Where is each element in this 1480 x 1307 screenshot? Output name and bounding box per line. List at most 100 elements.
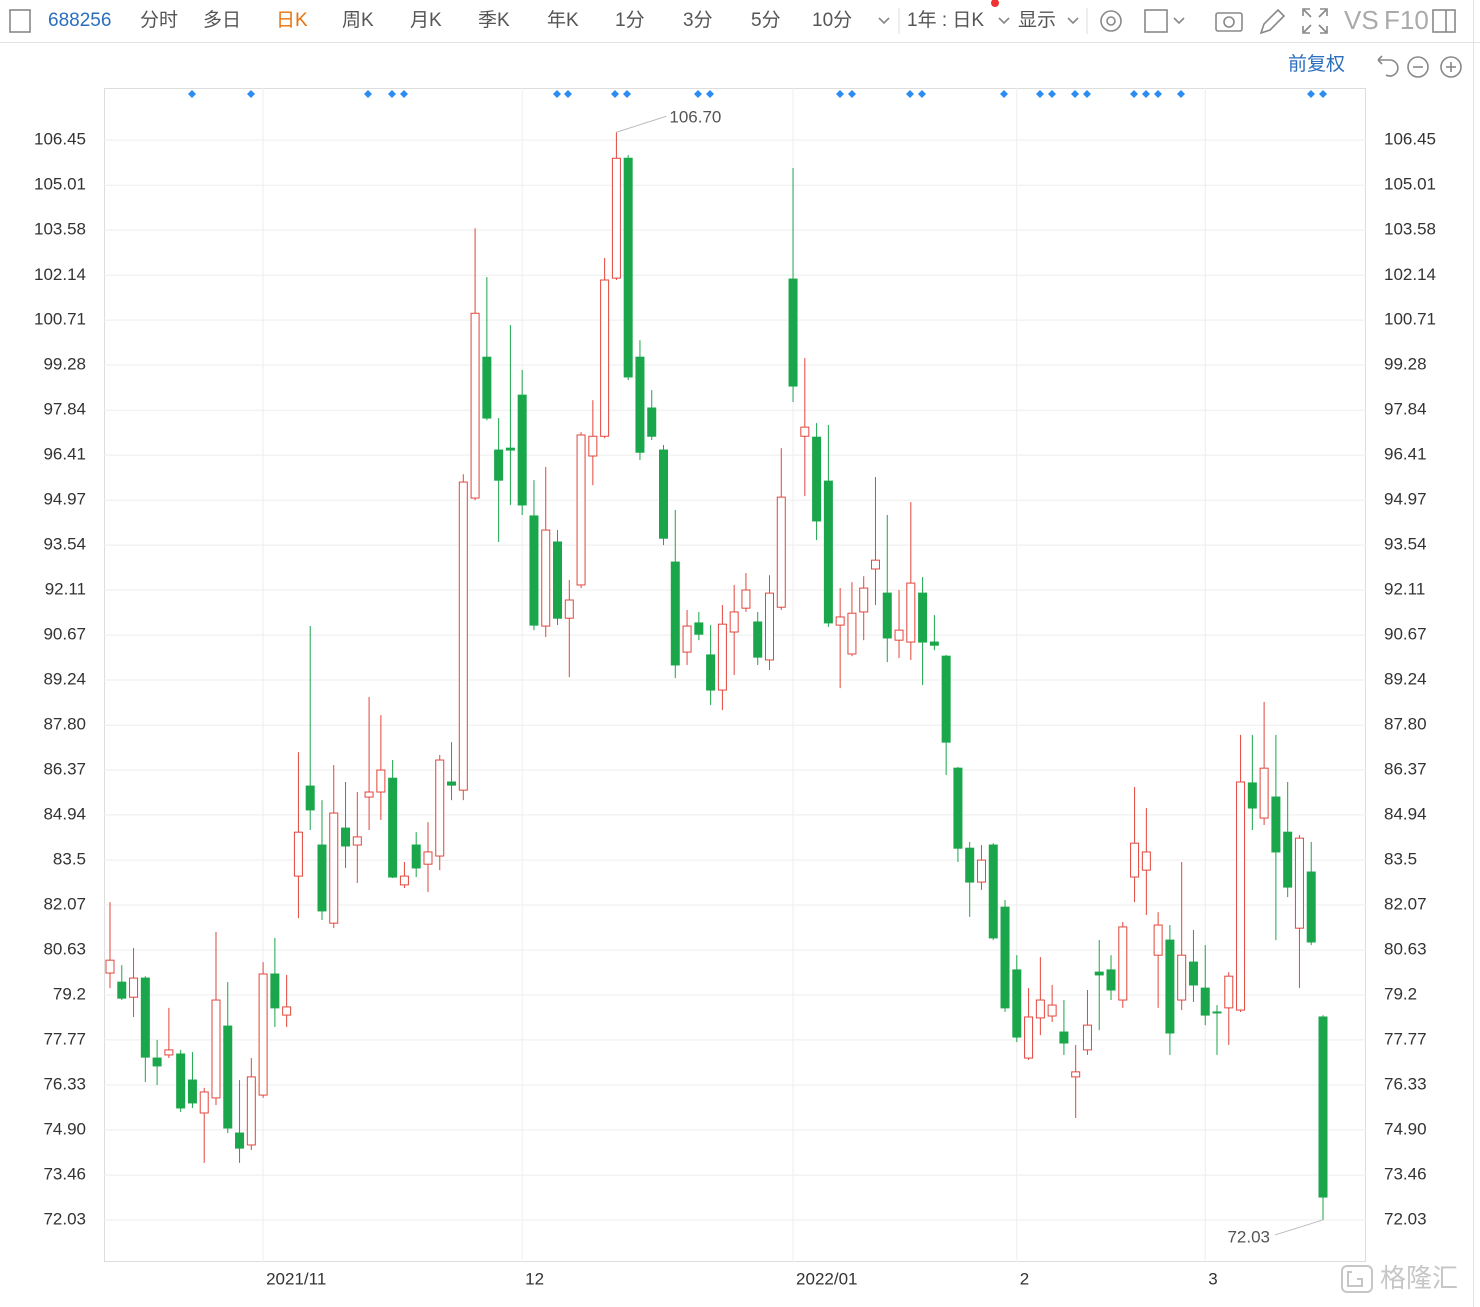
range-select[interactable]: 1年 : 日K — [907, 9, 984, 31]
candle-body — [1200, 987, 1210, 1016]
candle-body — [458, 481, 468, 791]
y2-tick-label: 102.14 — [1384, 265, 1436, 284]
candle-body — [1212, 1011, 1222, 1014]
layout-icon[interactable] — [1144, 9, 1185, 33]
period-tab[interactable]: 季K — [478, 9, 510, 31]
candle-body — [976, 859, 986, 883]
min-leader — [1274, 1219, 1324, 1236]
y2-tick-label: 72.03 — [1384, 1209, 1427, 1228]
plot-frame — [104, 88, 1366, 1262]
settings-icon[interactable] — [1100, 10, 1122, 32]
period-tab[interactable]: 5分 — [751, 9, 781, 31]
y-tick-label: 90.67 — [43, 625, 86, 644]
candle-body — [1271, 796, 1281, 853]
y2-tick-label: 92.11 — [1384, 579, 1425, 598]
candle-body — [187, 1079, 197, 1104]
candle-body — [529, 515, 539, 626]
y-tick-label: 74.90 — [43, 1119, 86, 1138]
candle-body — [611, 157, 621, 279]
candle-body — [1177, 954, 1187, 1001]
candle-body — [588, 435, 598, 457]
candle-body — [1165, 939, 1175, 1034]
period-tab[interactable]: 3分 — [683, 9, 713, 31]
draw-icon[interactable] — [1259, 8, 1286, 35]
period-tab[interactable]: 年K — [547, 9, 579, 31]
y2-tick-label: 79.2 — [1384, 984, 1417, 1003]
y2-tick-label: 73.46 — [1384, 1165, 1427, 1184]
candle-body — [176, 1053, 186, 1109]
y2-tick-label: 96.41 — [1384, 445, 1427, 464]
candle-body — [494, 449, 504, 481]
period-tab[interactable]: 10分 — [812, 9, 852, 31]
display-chevron[interactable] — [1067, 17, 1079, 25]
zoom-in-button[interactable] — [1440, 56, 1462, 78]
y-tick-label: 86.37 — [43, 760, 86, 779]
sidebar-toggle[interactable] — [9, 9, 31, 33]
candle-body — [435, 759, 445, 857]
period-tab[interactable]: 月K — [410, 10, 442, 31]
zoom-out-button[interactable] — [1407, 56, 1429, 78]
candle-body — [1012, 969, 1022, 1038]
candle-body — [941, 655, 951, 743]
x-tick-label: 3 — [1208, 1269, 1217, 1288]
candle-body — [682, 625, 692, 653]
display-menu[interactable]: 显示 — [1018, 10, 1056, 31]
candle-body — [953, 767, 963, 849]
candle-body — [965, 847, 975, 883]
panel-icon[interactable] — [1432, 9, 1456, 33]
candle-body — [282, 1006, 292, 1016]
screenshot-icon[interactable] — [1215, 12, 1243, 32]
max-leader — [616, 115, 667, 133]
candle-body — [1047, 1004, 1057, 1017]
candle-body — [364, 791, 374, 798]
candle-body — [470, 312, 480, 499]
candle-body — [129, 977, 139, 998]
stock-code[interactable]: 688256 — [48, 10, 111, 31]
candle-body — [411, 844, 421, 869]
candle-body — [635, 356, 645, 453]
candle-body — [812, 436, 822, 522]
y2-tick-label: 99.28 — [1384, 355, 1427, 374]
candle-body — [741, 589, 751, 609]
period-tab[interactable]: 1分 — [615, 9, 645, 31]
period-tab[interactable]: 日K — [276, 10, 308, 31]
y-tick-label: 105.01 — [34, 175, 86, 194]
compare-button[interactable]: VS — [1344, 5, 1379, 35]
period-tab[interactable]: 多日 — [203, 9, 241, 31]
candle-body — [517, 394, 527, 506]
reset-button[interactable] — [1377, 55, 1399, 77]
candle-body — [541, 529, 551, 627]
candle-body — [1082, 1024, 1092, 1051]
y2-tick-label: 82.07 — [1384, 894, 1427, 913]
candle-body — [1247, 782, 1257, 809]
candle-body — [870, 559, 880, 570]
y-tick-label: 84.94 — [43, 804, 86, 823]
y-tick-label: 87.80 — [43, 715, 86, 734]
y2-tick-label: 86.37 — [1384, 760, 1427, 779]
candle-body — [223, 1025, 233, 1129]
range-chevron[interactable] — [998, 17, 1010, 25]
y-tick-label: 102.14 — [34, 265, 86, 284]
candle-body — [788, 278, 798, 387]
y-tick-label: 79.2 — [53, 984, 86, 1003]
y2-tick-label: 87.80 — [1384, 715, 1427, 734]
candle-body — [1224, 975, 1234, 1009]
f10-button[interactable]: F10 — [1384, 5, 1429, 35]
period-tab[interactable]: 周K — [342, 10, 374, 31]
candle-body — [329, 812, 339, 924]
y2-tick-label: 106.45 — [1384, 130, 1436, 149]
candle-body — [1059, 1031, 1069, 1044]
y2-tick-label: 77.77 — [1384, 1029, 1427, 1048]
candle-body — [152, 1057, 162, 1067]
more-periods[interactable] — [878, 17, 890, 25]
period-tab[interactable]: 分时 — [140, 9, 178, 31]
candle-body — [1094, 971, 1104, 976]
adjust-mode[interactable]: 前复权 — [1288, 53, 1345, 75]
candle-body — [211, 999, 221, 1099]
candle-body — [341, 827, 351, 847]
fullscreen-icon[interactable] — [1302, 8, 1328, 34]
candle-body — [399, 875, 409, 886]
candle-body — [423, 851, 433, 865]
